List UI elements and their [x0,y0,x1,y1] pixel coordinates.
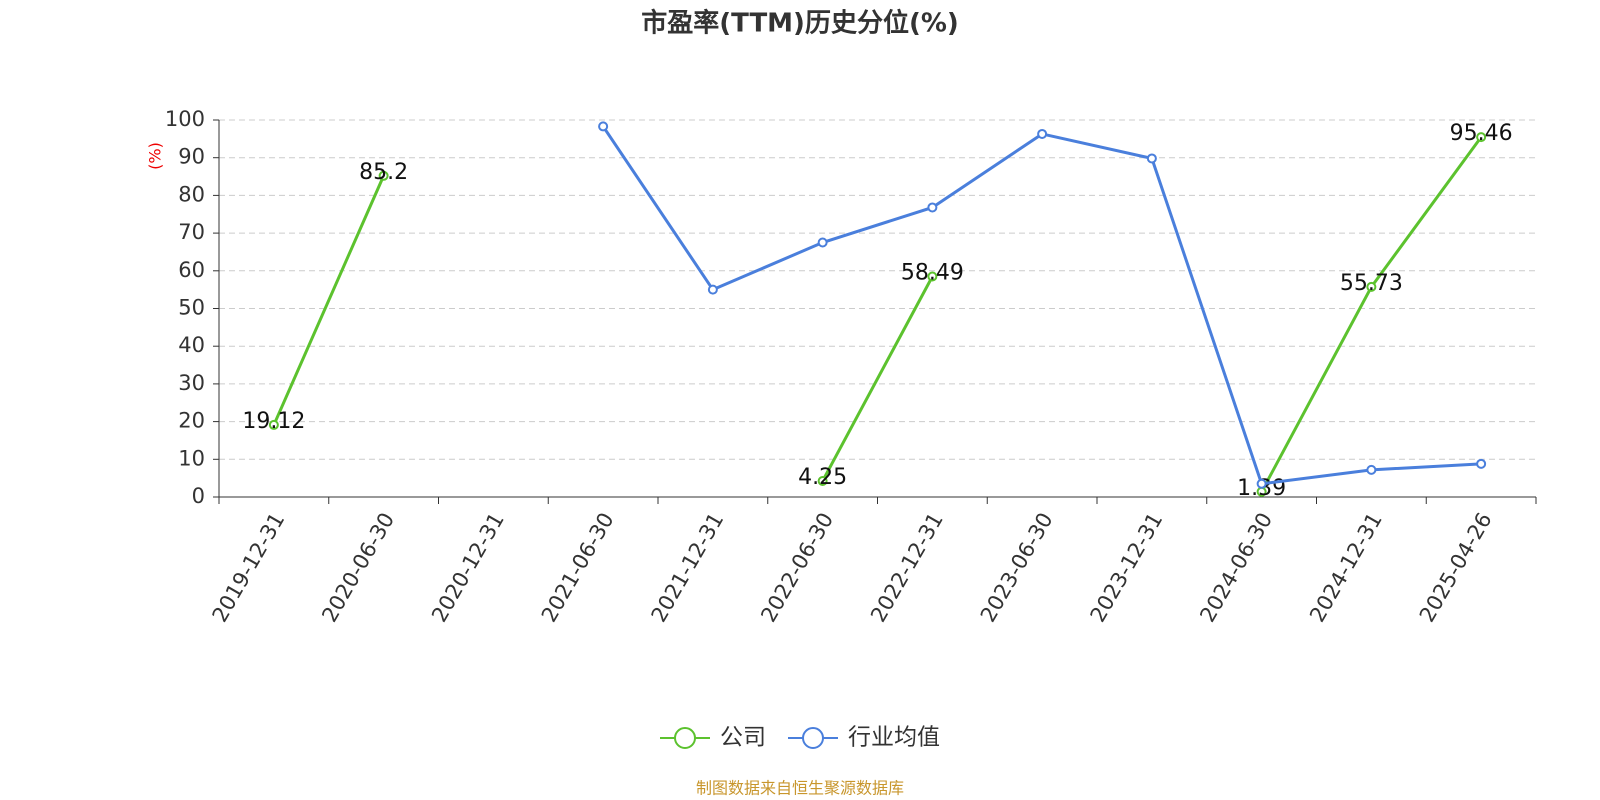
data-point [378,170,389,181]
data-point [817,475,828,486]
legend-marker [674,727,696,749]
y-tick-label: 50 [178,296,205,320]
y-tick-label: 30 [178,371,205,395]
data-point [1476,132,1487,143]
source-note: 制图数据来自恒生聚源数据库 [696,779,904,798]
data-point [1256,478,1267,489]
legend-label: 行业均值 [848,725,940,751]
x-tick-label: 2021-06-30 [537,509,619,627]
legend-marker [802,727,824,749]
x-tick-label: 2024-12-31 [1305,509,1387,627]
x-tick-label: 2020-06-30 [317,509,399,627]
data-point [268,419,279,430]
y-tick-label: 20 [178,409,205,433]
data-point [927,202,938,213]
data-point [1146,153,1157,164]
data-point [817,237,828,248]
x-tick-label: 2021-12-31 [647,509,729,627]
y-tick-label: 60 [178,258,205,282]
x-tick-label: 2024-06-30 [1195,509,1277,627]
data-label: 4.25 [798,465,847,490]
x-tick-label: 2023-12-31 [1086,509,1168,627]
data-point [927,271,938,282]
x-tick-label: 2023-06-30 [976,509,1058,627]
y-tick-label: 70 [178,220,205,244]
y-axis-label: (%) [146,142,165,170]
chart-title: 市盈率(TTM)历史分位(%) [641,8,959,39]
y-tick-label: 80 [178,182,205,206]
data-label: 85.2 [359,160,408,185]
data-label: 55.73 [1340,271,1403,296]
y-tick-label: 40 [178,333,205,357]
series-line [272,136,1483,493]
y-tick-label: 90 [178,145,205,169]
data-point [1476,458,1487,469]
x-tick-label: 2025-04-26 [1415,509,1497,627]
y-tick-label: 10 [178,446,205,470]
x-tick-label: 2020-12-31 [427,509,509,627]
x-tick-label: 2022-06-30 [756,509,838,627]
y-tick-label: 0 [192,484,205,508]
x-tick-label: 2022-12-31 [866,509,948,627]
data-point [1366,464,1377,475]
data-point [1366,281,1377,292]
data-point [1037,128,1048,139]
y-tick-label: 100 [165,107,205,131]
x-tick-label: 2019-12-31 [208,509,290,627]
data-point [707,284,718,295]
data-label: 19.12 [242,409,305,434]
data-label: 95.46 [1450,121,1513,146]
series-line [601,125,1482,486]
data-point [598,121,609,132]
legend-label: 公司 [720,725,766,751]
data-label: 58.49 [901,260,964,285]
